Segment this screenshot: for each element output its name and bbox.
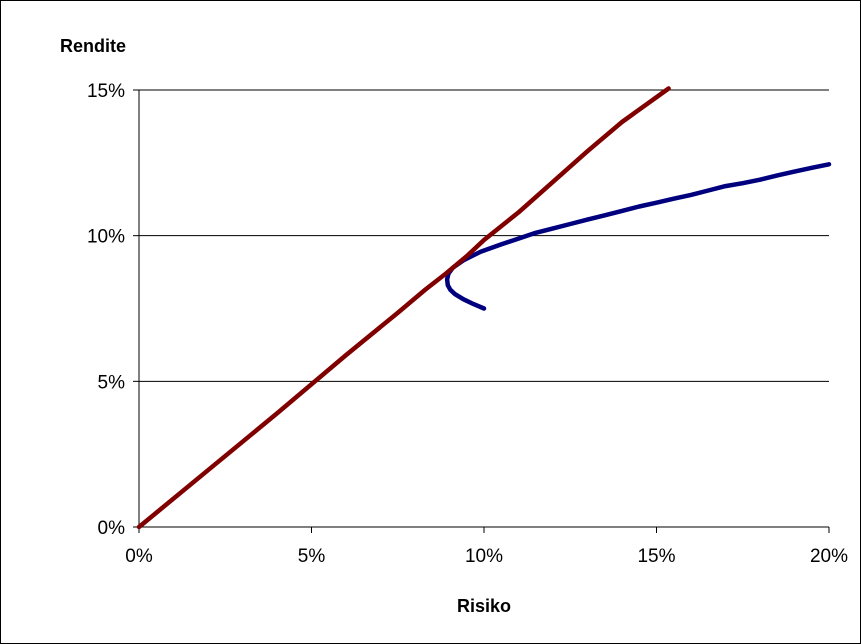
x-tick-label-4: 20% <box>810 546 848 567</box>
y-tick-label-0: 0% <box>98 518 126 539</box>
y-tick-label-1: 5% <box>98 372 126 393</box>
series-line-2 <box>136 86 671 530</box>
y-tick-labels: 0% 5% 10% 15% <box>87 81 125 539</box>
series-group <box>136 86 832 530</box>
y-tick-label-3: 15% <box>87 81 125 102</box>
y-tick-label-2: 10% <box>87 227 125 248</box>
gridlines <box>139 89 829 382</box>
x-tick-labels: 0% 5% 10% 15% 20% <box>125 546 848 567</box>
x-tick-label-3: 15% <box>637 546 675 567</box>
x-axis-title: Risiko <box>457 596 511 616</box>
axes <box>133 89 830 533</box>
y-axis-title: Rendite <box>60 36 126 56</box>
x-tick-label-1: 5% <box>298 546 326 567</box>
series-line-1 <box>444 162 832 311</box>
x-tick-label-0: 0% <box>125 546 153 567</box>
x-tick-label-2: 10% <box>465 546 503 567</box>
